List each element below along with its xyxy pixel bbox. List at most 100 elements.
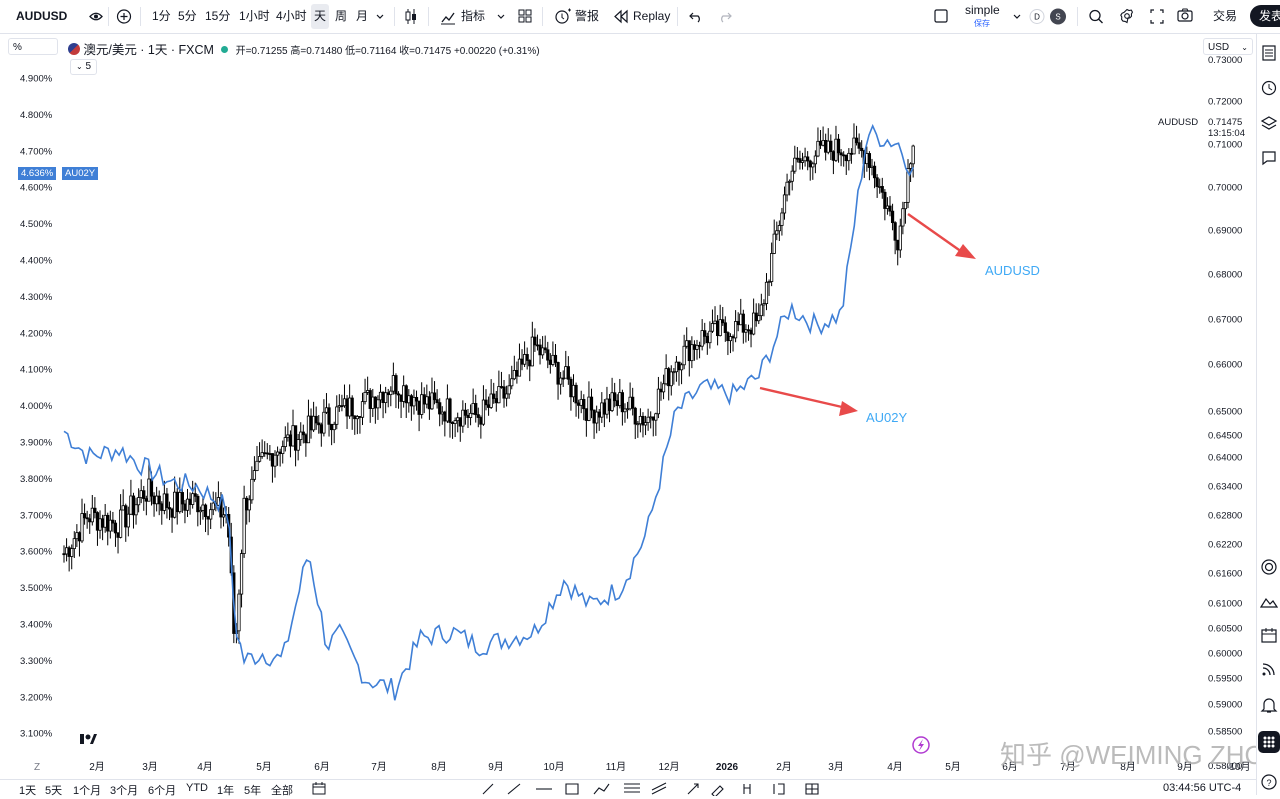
candle-body xyxy=(646,416,650,423)
candle-body xyxy=(64,547,69,555)
symbol-search[interactable]: AUDUSD xyxy=(16,9,68,23)
layouts-grid-icon[interactable] xyxy=(517,0,533,33)
interval-15m[interactable]: 15分 xyxy=(205,9,231,23)
candle-body xyxy=(252,470,257,480)
right-scale-tick: 0.65000 xyxy=(1208,407,1242,418)
notifications-bell-icon[interactable] xyxy=(1260,696,1278,714)
symbol-watch-icon[interactable] xyxy=(88,0,104,33)
range-5d[interactable]: 5天 xyxy=(45,785,63,797)
interval-1d[interactable]: 天 xyxy=(311,4,330,29)
interval-1h[interactable]: 1小时 xyxy=(239,9,270,23)
auto-scale-toggle-right[interactable]: A xyxy=(1227,762,1234,773)
ideas-mountain-icon[interactable] xyxy=(1260,592,1278,610)
layout-checkbox-icon[interactable] xyxy=(933,0,949,33)
left-scale-unit-selector[interactable]: % xyxy=(8,38,58,55)
candle-body xyxy=(831,151,835,161)
chat-icon[interactable] xyxy=(1260,149,1278,167)
candle-body xyxy=(520,358,524,365)
watchlist-icon[interactable] xyxy=(1260,44,1278,62)
legend-collapse-button[interactable]: ⌄ 5 xyxy=(70,59,97,75)
quick-search-icon[interactable] xyxy=(1088,0,1104,33)
calendar-icon[interactable] xyxy=(1260,626,1278,644)
legend-title[interactable]: 澳元/美元 · 1天 · FXCM xyxy=(83,43,214,57)
currency-selector[interactable]: USD ⌄ xyxy=(1203,38,1253,55)
interval-1w[interactable]: 周 xyxy=(335,9,348,23)
candle-body xyxy=(574,384,578,404)
alert-icon[interactable] xyxy=(553,0,571,33)
redo-icon[interactable] xyxy=(718,0,732,33)
layout-name[interactable]: simple xyxy=(965,3,1000,17)
settings-gear-icon[interactable] xyxy=(1118,0,1136,33)
lightning-icon[interactable] xyxy=(912,736,930,754)
candle-body xyxy=(584,408,588,421)
arrow-tool-icon xyxy=(687,783,699,795)
time-axis[interactable]: 2月 3月 4月 5月 6月 7月 8月 9月 10月 11月 12月 2026 2月 3月 4月 5月 6月 7… xyxy=(89,761,1250,773)
news-feed-icon[interactable] xyxy=(1260,660,1278,678)
account-s-icon[interactable]: S xyxy=(1049,0,1067,33)
replay-icon[interactable] xyxy=(613,0,629,33)
fib-tool-icon xyxy=(624,783,640,793)
candle-body xyxy=(77,532,82,542)
fullscreen-icon[interactable] xyxy=(1149,0,1165,33)
range-1m[interactable]: 1个月 xyxy=(73,785,102,797)
range-3m[interactable]: 3个月 xyxy=(110,785,139,797)
candle-body xyxy=(502,386,506,399)
candles-type-icon[interactable] xyxy=(403,0,419,33)
publish-button[interactable]: 发表 xyxy=(1250,5,1280,27)
watermark-text: 知乎 @WEIMING ZHOU xyxy=(1000,740,1256,770)
right-price-scale[interactable]: 0.72000 0.71000 0.70000 0.69000 0.68000 0.670… xyxy=(1208,55,1242,772)
candle-body xyxy=(340,405,344,408)
alerts-clock-icon[interactable] xyxy=(1260,79,1278,97)
interval-5m[interactable]: 5分 xyxy=(178,9,197,23)
right-scale-tick: 0.61600 xyxy=(1208,569,1242,580)
range-6m[interactable]: 6个月 xyxy=(148,785,177,797)
layers-icon[interactable] xyxy=(1260,114,1278,132)
indicators-icon[interactable] xyxy=(440,0,456,33)
right-scale-tick: 0.60000 xyxy=(1208,649,1242,660)
apps-grid-icon[interactable] xyxy=(1258,731,1280,753)
candle-body xyxy=(672,371,676,374)
trade-button[interactable]: 交易 xyxy=(1213,9,1238,23)
candle-body xyxy=(556,362,560,385)
candle-body xyxy=(407,395,411,404)
interval-1mo[interactable]: 月 xyxy=(356,9,369,23)
undo-icon[interactable] xyxy=(689,0,703,33)
annotation-arrows xyxy=(759,213,976,416)
range-1d[interactable]: 1天 xyxy=(19,785,37,797)
interval-dropdown-icon[interactable] xyxy=(375,0,385,33)
range-ytd[interactable]: YTD xyxy=(186,782,208,794)
chart-pane[interactable]: 4.900% 4.800% 4.700% 4.600% 4.500% 4.400% 4.30… xyxy=(0,34,1280,778)
indicators-dropdown-icon[interactable] xyxy=(496,0,506,33)
goto-date-calendar-icon[interactable] xyxy=(312,781,326,798)
candle-body xyxy=(445,398,450,422)
left-price-scale[interactable]: 4.900% 4.800% 4.700% 4.600% 4.500% 4.400% 4.30… xyxy=(20,74,53,740)
range-5y[interactable]: 5年 xyxy=(244,785,262,797)
tradingview-logo[interactable] xyxy=(72,734,97,744)
candle-body xyxy=(265,452,269,455)
candle-body xyxy=(541,347,545,356)
interval-4h[interactable]: 4小时 xyxy=(276,9,307,23)
account-d-icon[interactable]: D xyxy=(1029,0,1045,33)
candle-body xyxy=(762,303,766,306)
candle-body xyxy=(898,225,902,251)
candle-body xyxy=(422,394,426,405)
auto-scale-toggle[interactable]: Z xyxy=(34,762,40,773)
target-icon[interactable] xyxy=(1260,558,1278,576)
snapshot-camera-icon[interactable] xyxy=(1176,0,1194,33)
indicators-button[interactable]: 指标 xyxy=(461,9,486,23)
candle-body xyxy=(142,490,146,500)
candle-body xyxy=(690,344,694,362)
range-1y[interactable]: 1年 xyxy=(217,785,235,797)
candle-body xyxy=(371,396,375,409)
layout-dropdown-icon[interactable] xyxy=(1012,0,1022,33)
candle-body xyxy=(659,388,663,393)
chart-svg[interactable]: 4.900% 4.800% 4.700% 4.600% 4.500% 4.400% 4.30… xyxy=(0,34,1280,778)
range-all[interactable]: 全部 xyxy=(271,785,293,797)
utc-clock[interactable]: 03:44:56 UTC-4 xyxy=(1163,782,1242,794)
interval-1m[interactable]: 1分 xyxy=(152,9,171,23)
candle-body xyxy=(489,393,493,408)
replay-button[interactable]: Replay xyxy=(633,9,671,23)
alert-button[interactable]: 警报 xyxy=(575,9,600,23)
add-symbol-icon[interactable] xyxy=(116,0,132,33)
help-icon[interactable]: ? xyxy=(1260,773,1278,791)
